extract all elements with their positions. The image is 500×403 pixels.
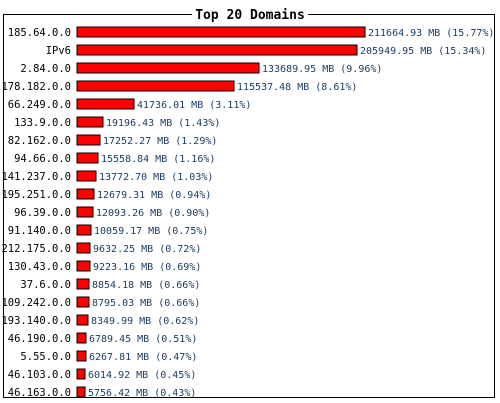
value-label: 211664.93 MB (15.77%) — [368, 28, 494, 39]
bar — [76, 152, 99, 164]
value-label: 19196.43 MB (1.43%) — [106, 118, 220, 129]
category-label: 46.103.0.0 — [8, 369, 71, 381]
category-label: 178.182.0.0 — [1, 81, 71, 93]
category-label: 37.6.0.0 — [20, 279, 71, 291]
bar — [76, 62, 260, 74]
category-label: 133.9.0.0 — [14, 117, 71, 129]
category-label: 2.84.0.0 — [20, 63, 71, 75]
value-label: 8854.18 MB (0.66%) — [92, 280, 200, 291]
bar — [76, 314, 89, 326]
value-label: 41736.01 MB (3.11%) — [137, 100, 251, 111]
value-label: 12093.26 MB (0.90%) — [96, 208, 210, 219]
bar — [76, 242, 91, 254]
value-label: 115537.48 MB (8.61%) — [237, 82, 357, 93]
value-label: 8795.03 MB (0.66%) — [92, 298, 200, 309]
bar — [76, 80, 235, 92]
value-label: 12679.31 MB (0.94%) — [97, 190, 211, 201]
bar — [76, 296, 90, 308]
category-label: 109.242.0.0 — [1, 297, 71, 309]
bar — [76, 332, 87, 344]
bar — [76, 116, 104, 128]
value-label: 205949.95 MB (15.34%) — [360, 46, 486, 57]
category-label: IPv6 — [46, 45, 71, 57]
category-label: 96.39.0.0 — [14, 207, 71, 219]
bar — [76, 26, 366, 38]
value-label: 6789.45 MB (0.51%) — [89, 334, 197, 345]
category-label: 5.55.0.0 — [20, 351, 71, 363]
value-label: 6267.81 MB (0.47%) — [89, 352, 197, 363]
value-label: 15558.84 MB (1.16%) — [101, 154, 215, 165]
bar — [76, 224, 92, 236]
category-label: 66.249.0.0 — [8, 99, 71, 111]
category-label: 193.140.0.0 — [1, 315, 71, 327]
bar — [76, 260, 91, 272]
value-label: 8349.99 MB (0.62%) — [91, 316, 199, 327]
bar — [76, 98, 135, 110]
bar — [76, 170, 97, 182]
category-label: 82.162.0.0 — [8, 135, 71, 147]
bar — [76, 188, 95, 200]
value-label: 6014.92 MB (0.45%) — [88, 370, 196, 381]
value-label: 17252.27 MB (1.29%) — [103, 136, 217, 147]
value-label: 5756.42 MB (0.43%) — [88, 388, 196, 399]
category-label: 46.163.0.0 — [8, 387, 71, 399]
category-label: 141.237.0.0 — [1, 171, 71, 183]
bar — [76, 44, 358, 56]
category-label: 94.66.0.0 — [14, 153, 71, 165]
bar — [76, 386, 86, 398]
bar — [76, 350, 87, 362]
bar — [76, 134, 101, 146]
value-label: 13772.70 MB (1.03%) — [99, 172, 213, 183]
category-label: 185.64.0.0 — [8, 27, 71, 39]
category-label: 212.175.0.0 — [1, 243, 71, 255]
category-label: 46.190.0.0 — [8, 333, 71, 345]
bar — [76, 206, 94, 218]
category-label: 91.140.0.0 — [8, 225, 71, 237]
bar — [76, 278, 90, 290]
value-label: 133689.95 MB (9.96%) — [262, 64, 382, 75]
value-label: 9223.16 MB (0.69%) — [93, 262, 201, 273]
category-label: 195.251.0.0 — [1, 189, 71, 201]
value-label: 9632.25 MB (0.72%) — [93, 244, 201, 255]
value-label: 10059.17 MB (0.75%) — [94, 226, 208, 237]
bar — [76, 368, 86, 380]
category-label: 130.43.0.0 — [8, 261, 71, 273]
